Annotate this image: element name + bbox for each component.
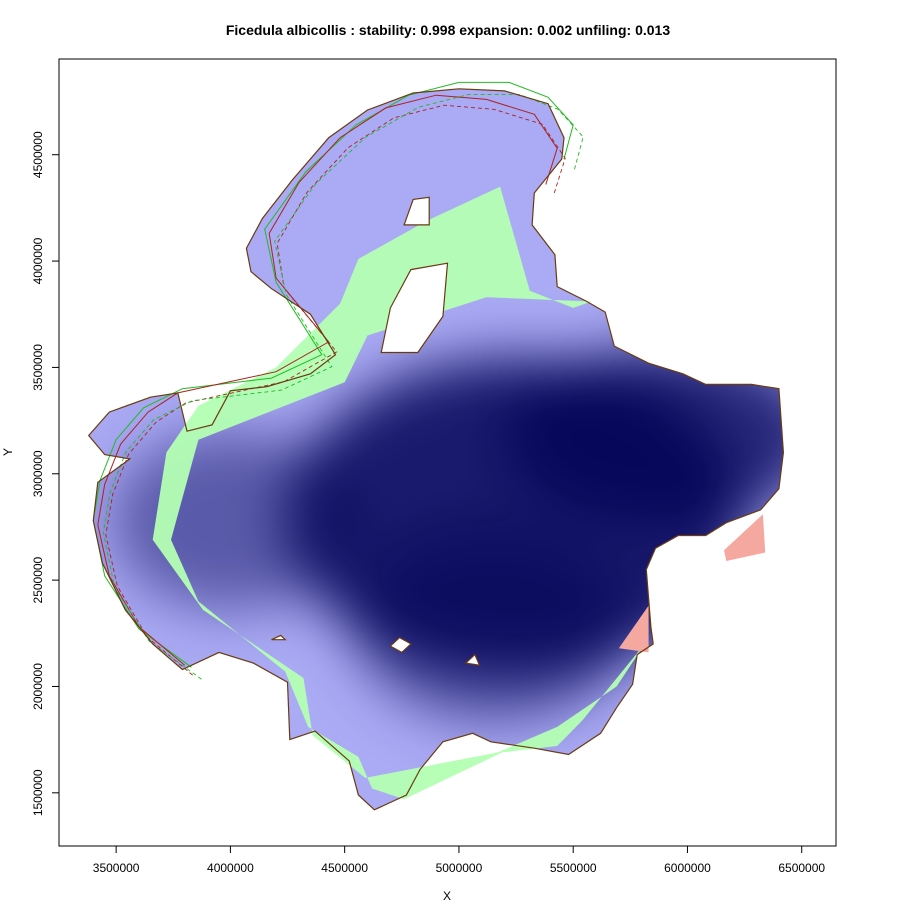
y-tick-label: 3500000 [31,344,45,391]
y-tick-label: 3000000 [31,450,45,497]
x-axis-label: X [443,889,451,903]
x-tick-label: 5500000 [550,861,597,875]
range-hole [380,262,449,354]
combined-contour [87,88,785,811]
range-hole [389,636,412,654]
x-tick-label: 4000000 [207,861,254,875]
native-contour-dashed [105,104,566,676]
chart-title: Ficedula albicollis : stability: 0.998 e… [226,22,670,38]
niche-contours [87,81,785,811]
y-tick-label: 1500000 [31,769,45,816]
range-hole [271,634,287,641]
x-tick-label: 6000000 [664,861,711,875]
range-hole [403,196,430,226]
stability-core [110,430,351,611]
x-tick-label: 6500000 [778,861,825,875]
unfilling-region [618,605,649,653]
stability-core [504,345,784,526]
invaded-contour-dashed [102,93,584,680]
range-hole [464,653,481,666]
unfilling-region [724,514,766,561]
x-tick-label: 3500000 [93,861,140,875]
plot-area [87,81,785,811]
stability-heatmap [88,88,784,810]
y-axis: 1500000 2000000 2500000 3000000 3500000 40000… [31,131,59,816]
x-axis: 3500000 4000000 4500000 5000000 5500000 60000… [93,846,825,875]
stability-core [353,522,634,723]
y-axis-label: Y [1,448,15,456]
x-tick-label: 4500000 [321,861,368,875]
y-tick-label: 4500000 [31,131,45,178]
plot-frame [58,58,837,847]
niche-regions [152,186,766,800]
x-tick-label: 5000000 [436,861,483,875]
y-tick-label: 2500000 [31,556,45,603]
y-tick-label: 2000000 [31,663,45,710]
y-tick-label: 4000000 [31,237,45,284]
